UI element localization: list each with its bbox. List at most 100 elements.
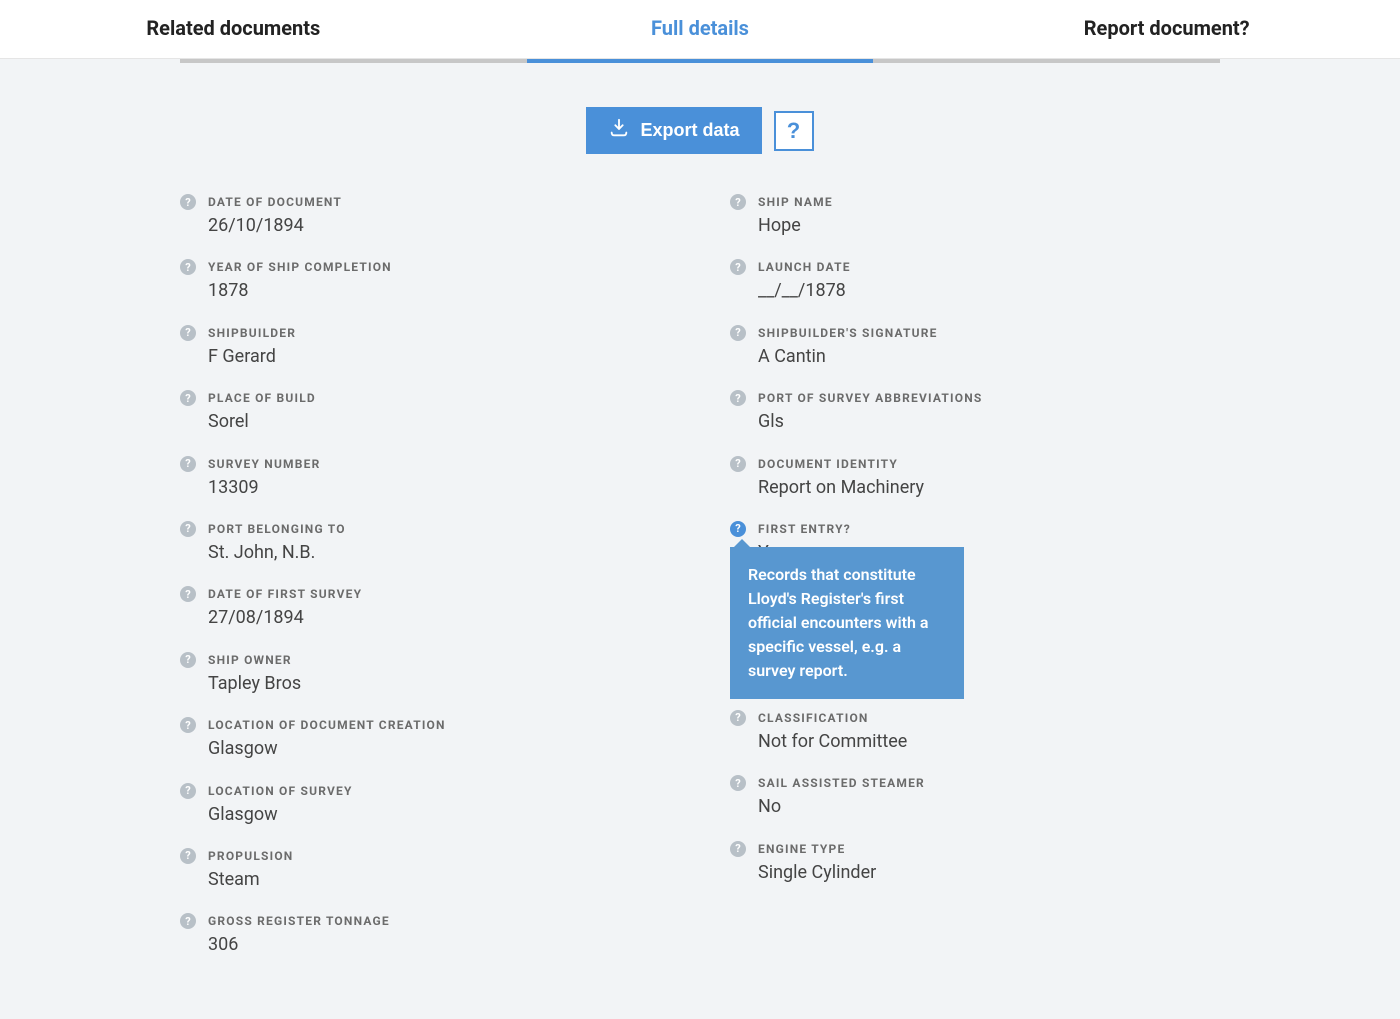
field-label: PLACE OF BUILD bbox=[208, 390, 670, 406]
field-label: SHIP OWNER bbox=[208, 652, 670, 668]
field-left-3: ? PLACE OF BUILD Sorel bbox=[180, 390, 670, 433]
help-icon[interactable]: ? bbox=[730, 456, 746, 472]
field-right-3: ? PORT OF SURVEY ABBREVIATIONS Gls bbox=[730, 390, 1220, 433]
help-icon[interactable]: ? bbox=[730, 325, 746, 341]
field-label: FIRST ENTRY? bbox=[758, 521, 1220, 537]
tab-report[interactable]: Report document? bbox=[933, 0, 1400, 58]
details-col-left: ? DATE OF DOCUMENT 26/10/1894? YEAR OF SHIP… bbox=[180, 194, 670, 979]
help-icon[interactable]: ? bbox=[180, 325, 196, 341]
export-row: Export data ? bbox=[0, 63, 1400, 194]
field-value: Tapley Bros bbox=[208, 672, 670, 695]
field-label: LAUNCH DATE bbox=[758, 259, 1220, 275]
field-value: 13309 bbox=[208, 476, 670, 499]
field-value: No bbox=[758, 795, 1220, 818]
field-left-10: ? PROPULSION Steam bbox=[180, 848, 670, 891]
field-label: PORT BELONGING TO bbox=[208, 521, 670, 537]
help-icon[interactable]: ? bbox=[730, 390, 746, 406]
export-label: Export data bbox=[640, 120, 739, 141]
help-icon[interactable]: ? bbox=[730, 841, 746, 857]
field-label: SHIPBUILDER bbox=[208, 325, 670, 341]
field-left-8: ? LOCATION OF DOCUMENT CREATION Glasgow bbox=[180, 717, 670, 760]
field-label: SHIPBUILDER'S SIGNATURE bbox=[758, 325, 1220, 341]
export-help-button[interactable]: ? bbox=[774, 111, 814, 151]
field-right-10: ? ENGINE TYPE Single Cylinder bbox=[730, 841, 1220, 884]
field-value: 27/08/1894 bbox=[208, 606, 670, 629]
field-right-2: ? SHIPBUILDER'S SIGNATURE A Cantin bbox=[730, 325, 1220, 368]
field-label: GROSS REGISTER TONNAGE bbox=[208, 913, 670, 929]
field-label: CLASSIFICATION bbox=[758, 710, 1220, 726]
field-left-9: ? LOCATION OF SURVEY Glasgow bbox=[180, 783, 670, 826]
export-button[interactable]: Export data bbox=[586, 107, 761, 154]
field-value: Not for Committee bbox=[758, 730, 1220, 753]
help-icon[interactable]: ? bbox=[730, 194, 746, 210]
tabs-bar: Related documents Full details Report do… bbox=[0, 0, 1400, 59]
field-right-0: ? SHIP NAME Hope bbox=[730, 194, 1220, 237]
help-icon[interactable]: ? bbox=[180, 521, 196, 537]
download-icon bbox=[608, 117, 630, 144]
help-icon[interactable]: ? bbox=[180, 913, 196, 929]
tab-related[interactable]: Related documents bbox=[0, 0, 467, 58]
help-icon[interactable]: ? bbox=[180, 717, 196, 733]
field-value: Hope bbox=[758, 214, 1220, 237]
help-icon[interactable]: ? bbox=[180, 586, 196, 602]
field-value: 26/10/1894 bbox=[208, 214, 670, 237]
field-value: Glasgow bbox=[208, 803, 670, 826]
field-value: __/__/1878 bbox=[758, 279, 1220, 302]
field-left-7: ? SHIP OWNER Tapley Bros bbox=[180, 652, 670, 695]
field-right-9: ? SAIL ASSISTED STEAMER No bbox=[730, 775, 1220, 818]
field-left-11: ? GROSS REGISTER TONNAGE 306 bbox=[180, 913, 670, 956]
help-icon[interactable]: ? bbox=[180, 652, 196, 668]
field-right-1: ? LAUNCH DATE __/__/1878 bbox=[730, 259, 1220, 302]
field-label: LOCATION OF SURVEY bbox=[208, 783, 670, 799]
field-label: ENGINE TYPE bbox=[758, 841, 1220, 857]
field-label: SHIP NAME bbox=[758, 194, 1220, 210]
help-icon[interactable]: ? bbox=[730, 775, 746, 791]
tab-under-report bbox=[873, 59, 1220, 63]
help-icon[interactable]: ? bbox=[180, 259, 196, 275]
field-label: PROPULSION bbox=[208, 848, 670, 864]
help-icon[interactable]: ? bbox=[180, 390, 196, 406]
field-value: Single Cylinder bbox=[758, 861, 1220, 884]
details-col-right: ? SHIP NAME Hope? LAUNCH DATE __/__/1878? SHI… bbox=[730, 194, 1220, 979]
help-icon[interactable]: ? bbox=[730, 521, 746, 537]
field-left-0: ? DATE OF DOCUMENT 26/10/1894 bbox=[180, 194, 670, 237]
tooltip-first-entry: Records that constitute Lloyd's Register… bbox=[730, 547, 964, 699]
help-icon[interactable]: ? bbox=[180, 456, 196, 472]
field-left-4: ? SURVEY NUMBER 13309 bbox=[180, 456, 670, 499]
tab-under-related bbox=[180, 59, 527, 63]
field-value: F Gerard bbox=[208, 345, 670, 368]
field-value: Gls bbox=[758, 410, 1220, 433]
help-icon[interactable]: ? bbox=[730, 710, 746, 726]
field-left-6: ? DATE OF FIRST SURVEY 27/08/1894 bbox=[180, 586, 670, 629]
help-icon[interactable]: ? bbox=[180, 194, 196, 210]
field-value: A Cantin bbox=[758, 345, 1220, 368]
field-label: DOCUMENT IDENTITY bbox=[758, 456, 1220, 472]
field-value: Glasgow bbox=[208, 737, 670, 760]
field-right-5: ?FIRST ENTRY?YRecords that constitute Ll… bbox=[730, 521, 1220, 564]
field-value: 1878 bbox=[208, 279, 670, 302]
tab-underline bbox=[180, 59, 1220, 63]
field-value: 306 bbox=[208, 933, 670, 956]
field-left-5: ? PORT BELONGING TO St. John, N.B. bbox=[180, 521, 670, 564]
tab-under-full bbox=[527, 59, 874, 63]
field-left-2: ? SHIPBUILDER F Gerard bbox=[180, 325, 670, 368]
help-icon[interactable]: ? bbox=[180, 848, 196, 864]
field-label: SAIL ASSISTED STEAMER bbox=[758, 775, 1220, 791]
field-label: PORT OF SURVEY ABBREVIATIONS bbox=[758, 390, 1220, 406]
field-value: Sorel bbox=[208, 410, 670, 433]
tab-full-details[interactable]: Full details bbox=[467, 0, 934, 58]
field-label: DATE OF DOCUMENT bbox=[208, 194, 670, 210]
field-value: Report on Machinery bbox=[758, 476, 1220, 499]
field-label: SURVEY NUMBER bbox=[208, 456, 670, 472]
field-right-4: ? DOCUMENT IDENTITY Report on Machinery bbox=[730, 456, 1220, 499]
field-label: DATE OF FIRST SURVEY bbox=[208, 586, 670, 602]
field-label: YEAR OF SHIP COMPLETION bbox=[208, 259, 670, 275]
field-right-8: ? CLASSIFICATION Not for Committee bbox=[730, 710, 1220, 753]
help-icon[interactable]: ? bbox=[180, 783, 196, 799]
field-value: Steam bbox=[208, 868, 670, 891]
field-label: LOCATION OF DOCUMENT CREATION bbox=[208, 717, 670, 733]
help-icon[interactable]: ? bbox=[730, 259, 746, 275]
field-value: St. John, N.B. bbox=[208, 541, 670, 564]
field-left-1: ? YEAR OF SHIP COMPLETION 1878 bbox=[180, 259, 670, 302]
details-grid: ? DATE OF DOCUMENT 26/10/1894? YEAR OF SHIP… bbox=[180, 194, 1220, 1019]
